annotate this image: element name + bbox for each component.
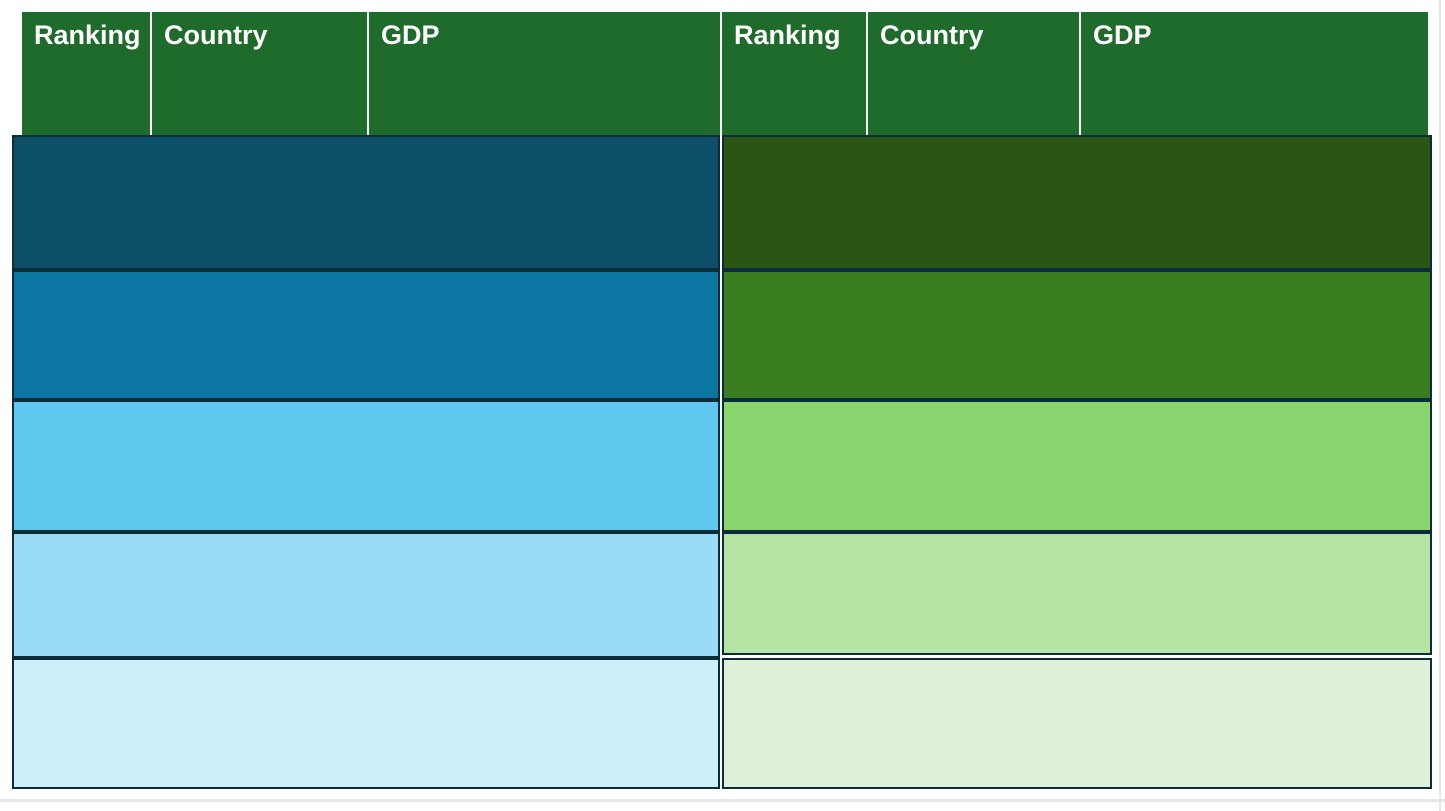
slide-edge-line-right — [1439, 0, 1441, 811]
table-row-left-3 — [12, 400, 720, 532]
header-cell-country-left: Country — [152, 12, 367, 135]
table-row-left-2 — [12, 270, 720, 400]
header-cell-gdp-right: GDP — [1081, 12, 1428, 135]
table-row-right-5 — [722, 658, 1432, 789]
table-row-left-1 — [12, 135, 720, 270]
table-row-right-2 — [722, 270, 1432, 400]
table-row-right-1 — [722, 135, 1432, 270]
table-row-left-4 — [12, 532, 720, 658]
table-row-left-5 — [12, 658, 720, 789]
table-row-right-3 — [722, 400, 1432, 532]
header-cell-gdp-left: GDP — [369, 12, 720, 135]
table-row-right-4 — [722, 532, 1432, 655]
table-body-left — [12, 135, 720, 789]
table-body-right — [722, 135, 1432, 789]
slide-edge-line-bottom — [0, 799, 1445, 802]
table-header-row: Ranking Country GDP Ranking Country GDP — [22, 12, 1428, 135]
header-cell-ranking-left: Ranking — [22, 12, 150, 135]
header-cell-country-right: Country — [868, 12, 1079, 135]
header-cell-ranking-right: Ranking — [722, 12, 866, 135]
